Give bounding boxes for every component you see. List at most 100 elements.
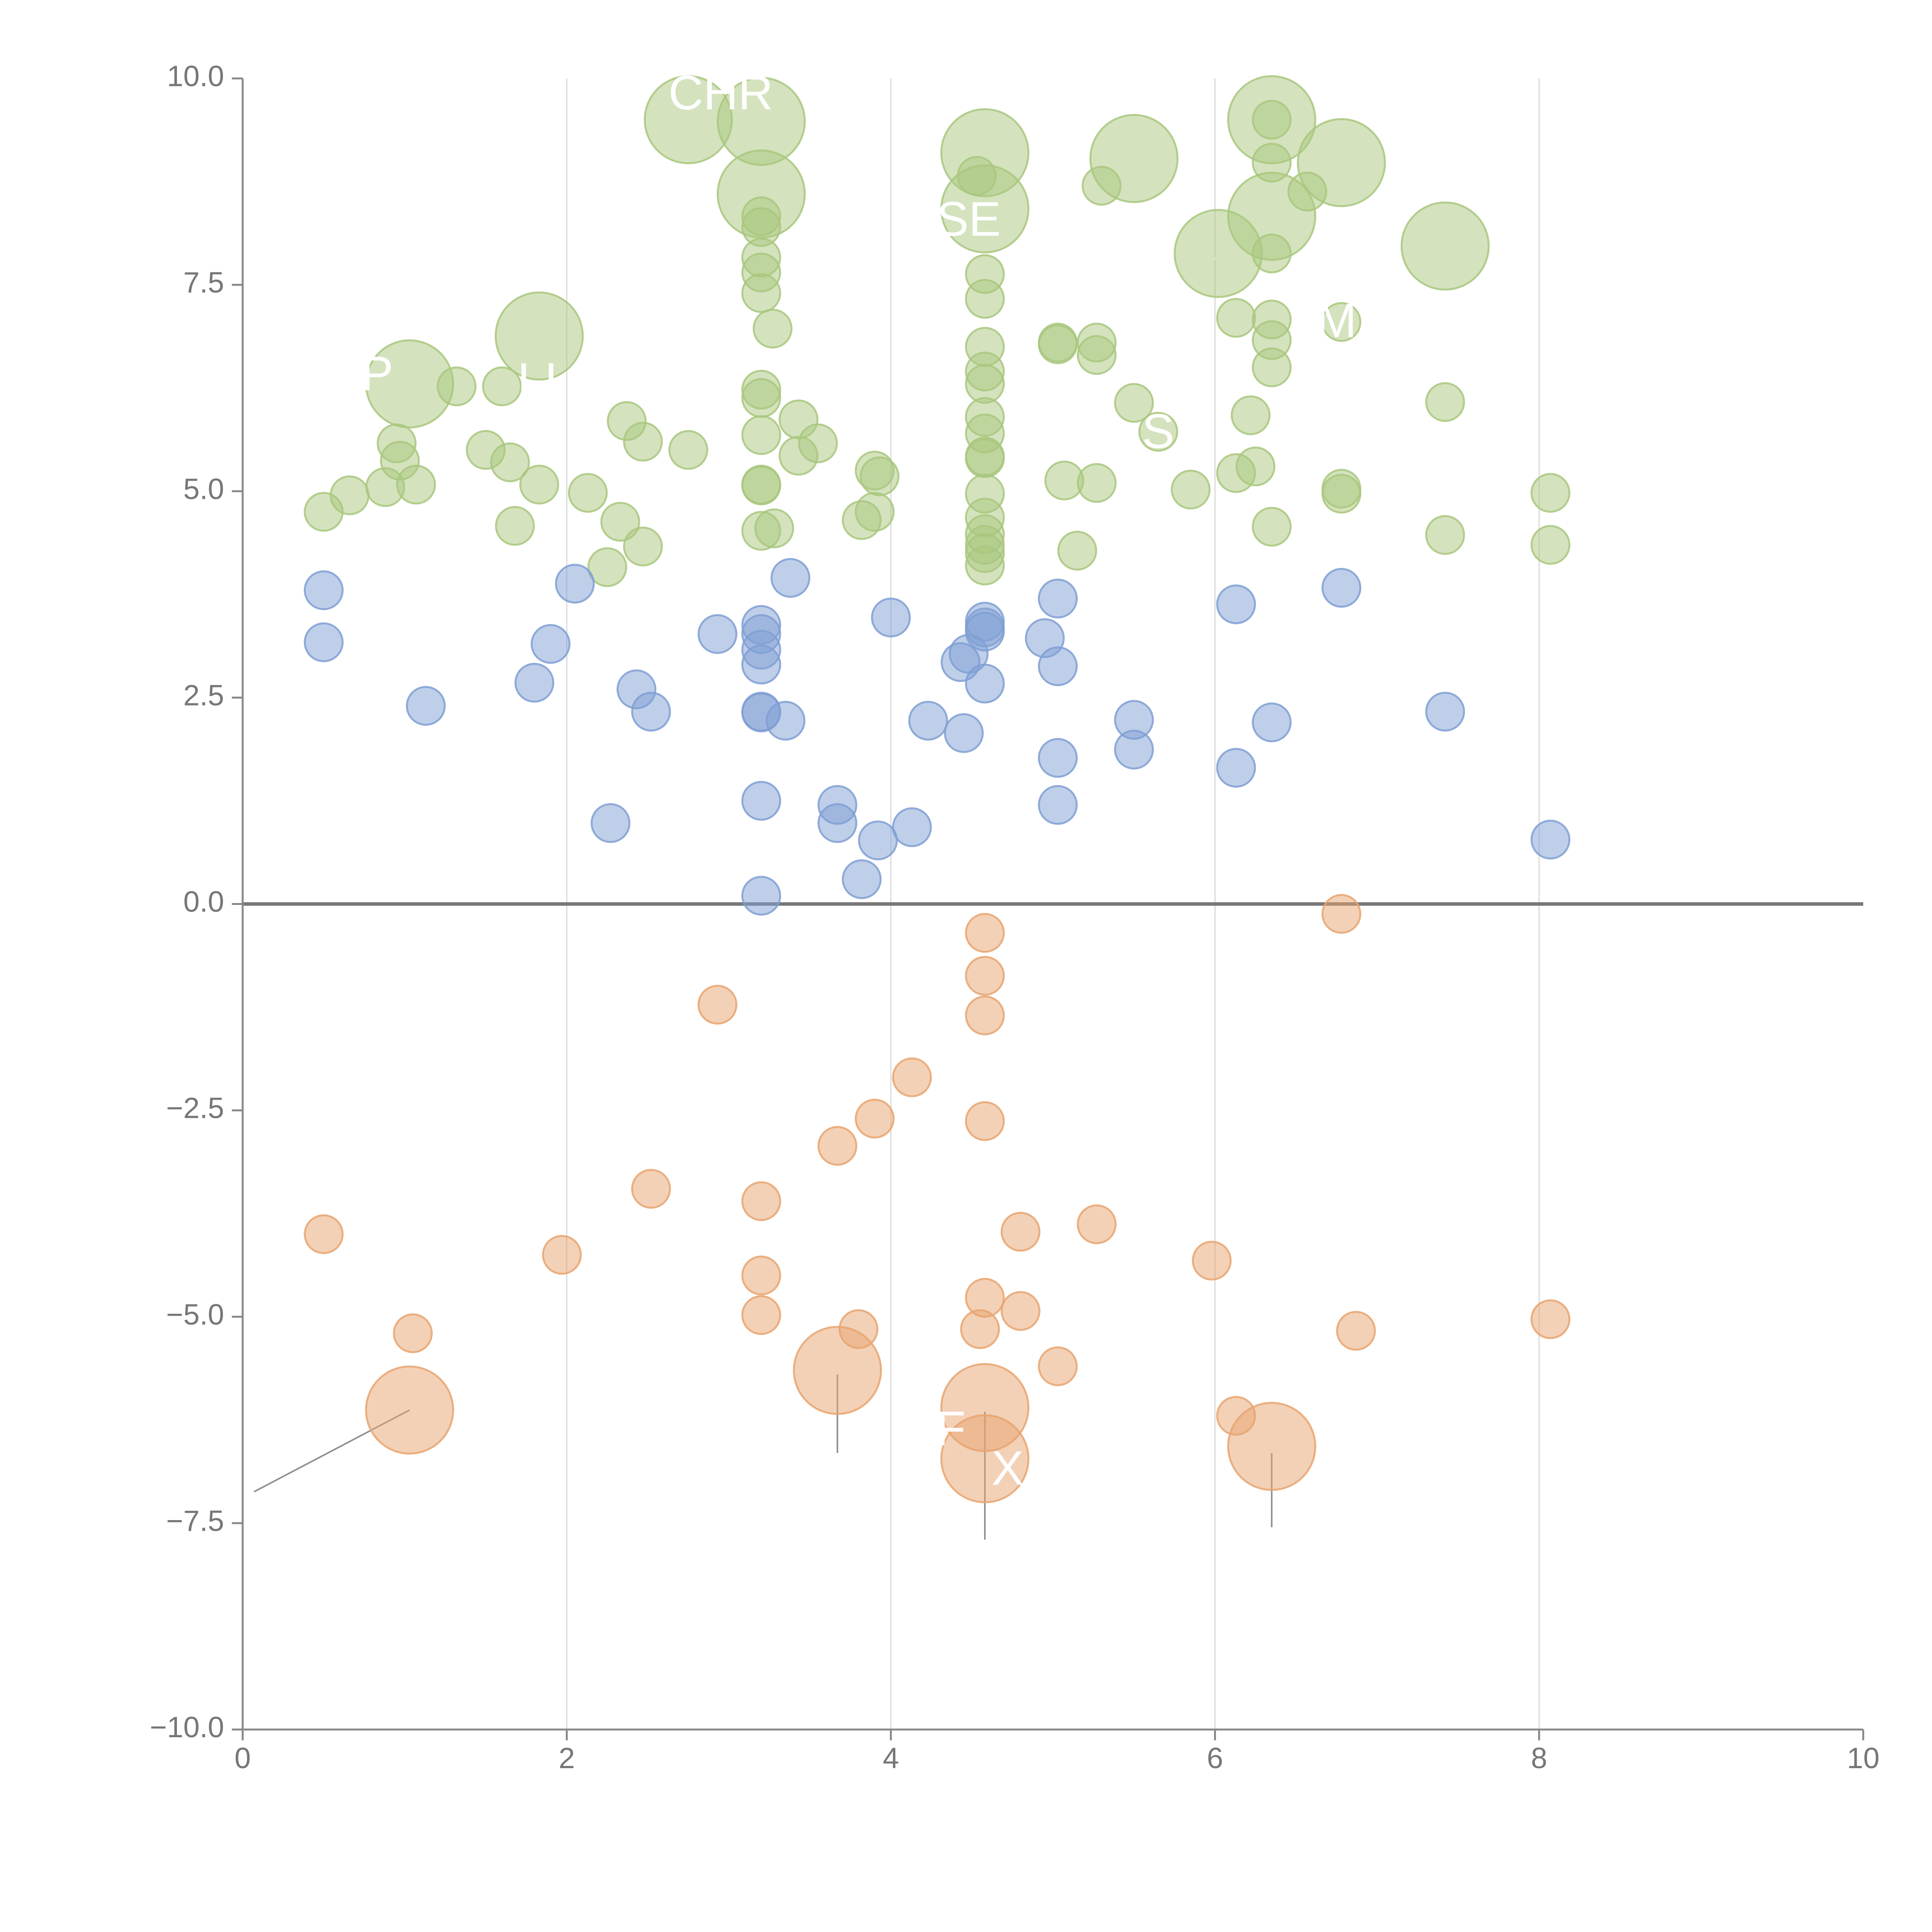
bubble-label: ST bbox=[1142, 405, 1204, 458]
green-bubble bbox=[1138, 412, 1179, 452]
green-bubble bbox=[1321, 474, 1362, 514]
green-bubble bbox=[1089, 114, 1179, 203]
orange-bubble bbox=[838, 1309, 879, 1349]
blue-bubble bbox=[871, 597, 911, 638]
x-tick-label: 2 bbox=[559, 1742, 575, 1775]
blue-bubble bbox=[1216, 584, 1256, 624]
bubble-label: X bbox=[992, 1441, 1024, 1495]
blue-bubble bbox=[1038, 738, 1078, 778]
blue-bubble bbox=[817, 803, 857, 843]
blue-bubble bbox=[697, 614, 738, 654]
y-tick-label: 10.0 bbox=[167, 60, 224, 93]
blue-bubble bbox=[304, 622, 344, 662]
y-tick-label: 0.0 bbox=[183, 886, 224, 918]
orange-bubble bbox=[365, 1365, 454, 1455]
blue-bubble bbox=[965, 611, 1005, 651]
orange-bubble bbox=[817, 1126, 857, 1166]
green-bubble bbox=[668, 430, 708, 470]
orange-bubble bbox=[965, 956, 1005, 996]
y-tick-label: 2.5 bbox=[183, 679, 224, 712]
green-bubble bbox=[482, 366, 522, 406]
blue-bubble bbox=[1114, 730, 1154, 770]
x-tick-label: 0 bbox=[235, 1742, 251, 1775]
green-bubble bbox=[1425, 382, 1465, 422]
green-bubble bbox=[1297, 118, 1386, 207]
green-bubble bbox=[1252, 347, 1292, 388]
blue-bubble bbox=[908, 701, 948, 741]
blue-bubble bbox=[1252, 702, 1292, 742]
green-bubble bbox=[855, 492, 895, 532]
orange-bubble bbox=[1077, 1204, 1117, 1244]
orange-bubble bbox=[1336, 1311, 1376, 1351]
green-bubble bbox=[587, 547, 628, 587]
green-bubble bbox=[1531, 525, 1571, 565]
blue-bubble bbox=[1216, 748, 1256, 788]
blue-bubble bbox=[1038, 785, 1078, 825]
y-tick-label: 7.5 bbox=[183, 266, 224, 299]
orange-bubble bbox=[965, 1101, 1005, 1141]
x-tick-label: 6 bbox=[1207, 1742, 1223, 1775]
green-bubble bbox=[519, 464, 560, 505]
blue-bubble bbox=[765, 701, 806, 741]
blue-bubble bbox=[892, 807, 932, 847]
green-bubble bbox=[623, 422, 663, 462]
y-tick-label: −10.0 bbox=[150, 1711, 224, 1744]
green-bubble bbox=[495, 506, 535, 546]
orange-bubble bbox=[960, 1309, 1000, 1349]
x-tick-label: 4 bbox=[883, 1742, 899, 1775]
bubble-label: P bbox=[361, 347, 393, 400]
orange-bubble bbox=[855, 1099, 895, 1139]
green-bubble bbox=[1400, 201, 1490, 291]
blue-bubble bbox=[304, 570, 344, 611]
bubble-annotation-labels: CHR SE LI P M ST XF bbox=[361, 66, 1357, 1495]
green-bubble bbox=[568, 473, 608, 513]
green-bubble bbox=[396, 464, 436, 505]
green-bubble bbox=[1252, 100, 1292, 140]
orange-bubble bbox=[542, 1235, 582, 1275]
orange-bubble bbox=[741, 1295, 781, 1335]
bubble-label: CHR bbox=[668, 66, 773, 120]
blue-bubble bbox=[858, 820, 898, 861]
orange-bubble bbox=[741, 1255, 781, 1296]
green-bubble bbox=[1252, 143, 1292, 183]
green-bubble bbox=[1077, 463, 1117, 503]
bubble-label: F bbox=[936, 1402, 966, 1456]
bubble-label: M bbox=[1316, 294, 1357, 348]
orange-bubble bbox=[1000, 1291, 1041, 1331]
blue-bubble bbox=[1038, 646, 1078, 686]
blue-bubble bbox=[842, 859, 882, 899]
blue-bubble bbox=[406, 686, 446, 726]
orange-bubble bbox=[1000, 1212, 1041, 1252]
orange-bubble bbox=[1192, 1240, 1232, 1281]
green-bubble bbox=[490, 442, 530, 482]
green-bubble bbox=[1231, 395, 1271, 435]
green-bubble bbox=[1077, 335, 1117, 375]
y-tick-label: −2.5 bbox=[166, 1092, 224, 1125]
orange-bubble bbox=[741, 1181, 781, 1221]
green-bubble bbox=[330, 475, 370, 515]
blue-bubble bbox=[555, 564, 595, 604]
green-bubble bbox=[798, 423, 838, 463]
x-tick-label: 10 bbox=[1847, 1742, 1880, 1775]
orange-bubble bbox=[1227, 1401, 1316, 1491]
orange-bubble bbox=[1038, 1346, 1078, 1386]
bubble-label: SE bbox=[937, 192, 1001, 246]
green-bubble bbox=[1235, 446, 1276, 486]
y-tick-label: 5.0 bbox=[183, 473, 224, 505]
green-bubble bbox=[1170, 469, 1211, 510]
green-bubble bbox=[623, 526, 663, 566]
green-bubble bbox=[495, 291, 584, 381]
blue-bubble bbox=[741, 876, 781, 916]
bubble-label: LI bbox=[517, 354, 558, 407]
orange-bubble bbox=[304, 1214, 344, 1254]
orange-bubble bbox=[1531, 1299, 1571, 1339]
orange-bubble bbox=[965, 913, 1005, 953]
blue-bubble bbox=[1425, 692, 1465, 732]
orange-bubble bbox=[965, 995, 1005, 1036]
blue-bubble bbox=[770, 558, 811, 598]
y-tick-label: −5.0 bbox=[166, 1298, 224, 1331]
green-bubble bbox=[1531, 473, 1571, 513]
y-tick-label: −7.5 bbox=[166, 1505, 224, 1537]
blue-bubble bbox=[514, 663, 554, 703]
